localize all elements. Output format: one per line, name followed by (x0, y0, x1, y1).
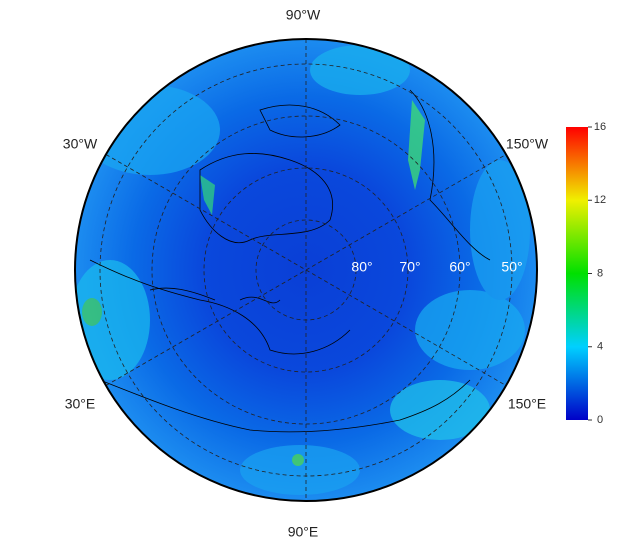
colorbar-scale (566, 127, 588, 420)
latitude-label: 70° (399, 259, 420, 275)
longitude-label: 150°W (506, 136, 549, 152)
colorbar-tick-label: 16 (594, 121, 606, 133)
colorbar: 0 4 8 12 16 (566, 121, 606, 426)
latitude-label: 80° (351, 259, 372, 275)
colorbar-tick-label: 8 (597, 267, 603, 279)
latitude-label: 60° (449, 259, 470, 275)
longitude-label: 150°E (508, 396, 546, 412)
longitude-label: 30°W (63, 136, 98, 152)
latitude-label: 50° (501, 259, 522, 275)
map-border (74, 38, 538, 502)
colorbar-tick-label: 0 (597, 414, 603, 426)
colorbar-tick-label: 12 (594, 194, 606, 206)
colorbar-tick-label: 4 (597, 341, 603, 353)
longitude-label: 90°E (288, 524, 319, 540)
longitude-label: 90°W (286, 7, 321, 23)
longitude-label: 30°E (65, 396, 96, 412)
graticule (99, 39, 513, 501)
coastlines (89, 89, 491, 433)
map: 80° 70° 60° 50° (74, 38, 538, 502)
